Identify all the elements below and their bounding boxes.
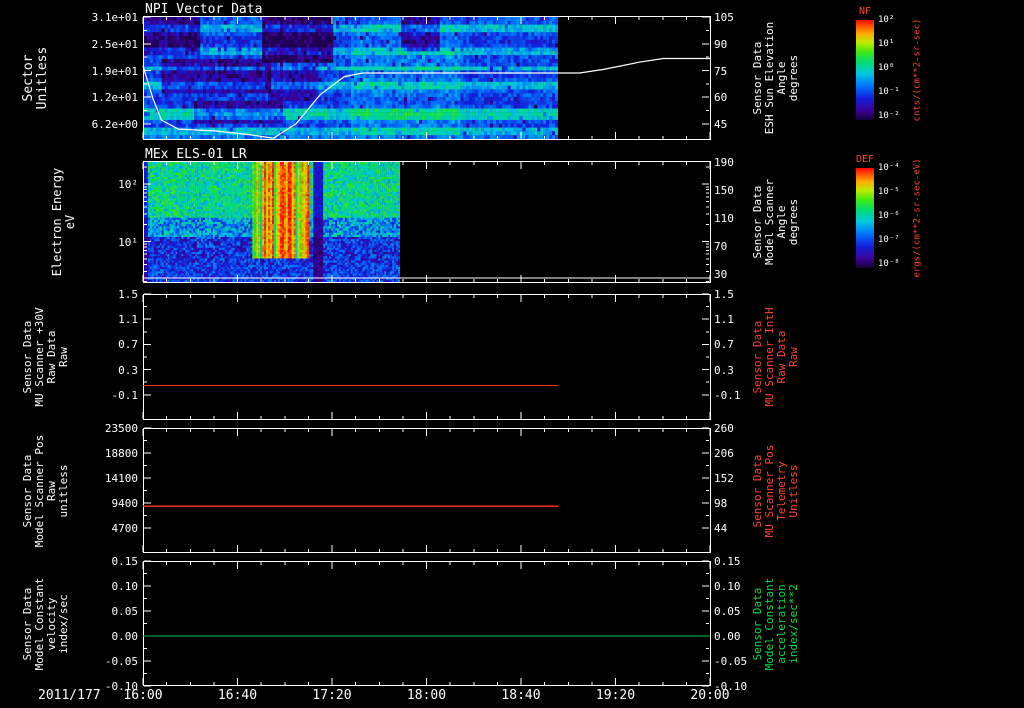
y-tick-label-right: 90 bbox=[714, 37, 728, 51]
y-tick-label-left: 2.5e+01 bbox=[91, 37, 138, 51]
y-tick-label-right: 98 bbox=[714, 497, 728, 510]
nf-colorbar-unit-label: cnts/(cm**2-sr-sec) bbox=[912, 18, 923, 122]
y-tick-label-right: 150 bbox=[714, 184, 734, 198]
y-tick-label-left: 1.5 bbox=[118, 288, 138, 301]
y-tick-label-right: 206 bbox=[714, 447, 734, 460]
y-tick-label-right: 190 bbox=[714, 156, 734, 170]
y-tick-label-left: -0.1 bbox=[111, 388, 139, 402]
y-tick-label-right: 1.1 bbox=[714, 313, 734, 327]
y-tick-label-right: 152 bbox=[714, 472, 734, 485]
y-tick-label-right: 0.15 bbox=[714, 555, 741, 568]
y-tick-label-left: 0.10 bbox=[111, 580, 139, 593]
y-tick-label-left: 6.2e+00 bbox=[91, 117, 138, 131]
y-tick-label-right: 75 bbox=[714, 64, 728, 78]
y-tick-label-right: 30 bbox=[714, 268, 728, 282]
y-tick-label-right: 0.3 bbox=[714, 363, 734, 377]
def-colorbar-label: DEF bbox=[855, 154, 875, 165]
y-tick-label-right: 260 bbox=[714, 422, 734, 435]
y-tick-label-left: -0.10 bbox=[104, 680, 138, 693]
right-axis-label: Sensor Data MU Scanner Pos Telemetry Uni… bbox=[751, 444, 800, 537]
y-tick-label-right: 0.10 bbox=[714, 580, 741, 593]
y-tick-label-right: 60 bbox=[714, 91, 728, 105]
y-tick-label-right: -0.05 bbox=[714, 655, 748, 668]
y-tick-label-left: 0.3 bbox=[118, 363, 138, 377]
panel-scanner-pos bbox=[143, 428, 711, 553]
y-tick-label-right: 45 bbox=[714, 117, 728, 131]
right-axis-label: Sensor Data ESH Sun Elevation Angle degr… bbox=[751, 21, 800, 135]
colorbar-tick-label: 10⁻⁴ bbox=[878, 163, 900, 173]
right-axis-label: Sensor Data Model Constant acceleration … bbox=[751, 577, 800, 670]
nf-colorbar-canvas bbox=[856, 20, 874, 120]
colorbar-tick-label: 10⁻² bbox=[878, 111, 900, 121]
left-axis-label: Sensor Data Model Scanner Pos Raw unitle… bbox=[21, 434, 70, 547]
y-tick-label-left: -0.05 bbox=[104, 655, 138, 668]
y-tick-label-right: 110 bbox=[714, 212, 734, 226]
left-axis-label: Sensor Data MU Scanner +30V Raw Data Raw bbox=[21, 307, 70, 407]
y-tick-label-left: 23500 bbox=[104, 422, 138, 435]
panel-title-npi: NPI Vector Data bbox=[145, 2, 263, 17]
y-tick-label-right: 70 bbox=[714, 240, 728, 254]
y-tick-label-left: 0.15 bbox=[111, 555, 139, 568]
y-tick-label-left: 18800 bbox=[104, 447, 138, 460]
y-tick-label-left: 10² bbox=[118, 178, 138, 192]
y-tick-label-right: -0.1 bbox=[714, 388, 741, 402]
x-tick-label: 20:00 bbox=[690, 688, 730, 703]
left-axis-label: Sensor Data Model Constant velocity inde… bbox=[21, 577, 70, 670]
def-colorbar-unit-label: ergs/(cm**2-sr-sec-eV) bbox=[912, 158, 923, 278]
nf-colorbar-label: NF bbox=[858, 6, 872, 17]
y-tick-label-left: 0.05 bbox=[111, 605, 139, 618]
colorbar-tick-label: 10² bbox=[878, 15, 895, 25]
y-tick-label-left: 1.2e+01 bbox=[91, 91, 138, 105]
colorbar-tick-label: 10⁻⁵ bbox=[878, 187, 900, 197]
y-tick-label-left: 1.9e+01 bbox=[91, 64, 138, 78]
y-tick-label-right: 0.00 bbox=[714, 630, 741, 643]
y-tick-label-left: 1.1 bbox=[118, 313, 138, 327]
els-spectrogram-canvas bbox=[144, 162, 400, 282]
colorbar-tick-label: 10⁰ bbox=[878, 63, 895, 73]
colorbar-tick-label: 10⁻⁶ bbox=[878, 211, 900, 221]
y-tick-label-left: 4700 bbox=[111, 522, 139, 535]
y-tick-label-right: 105 bbox=[714, 11, 734, 25]
x-tick-label: 18:40 bbox=[501, 688, 541, 703]
y-tick-label-right: 0.05 bbox=[714, 605, 741, 618]
colorbar-tick-label: 10¹ bbox=[878, 39, 895, 49]
y-tick-label-left: 10¹ bbox=[118, 235, 138, 249]
y-tick-label-left: 14100 bbox=[104, 472, 138, 485]
panel-title-els: MEx ELS-01 LR bbox=[145, 147, 247, 162]
npi-spectrogram-canvas bbox=[144, 17, 558, 139]
left-axis-label: Sector Unitless bbox=[21, 46, 50, 110]
x-tick-label: 16:40 bbox=[217, 688, 258, 703]
right-axis-label: Sensor Data Model Scanner Angle degrees bbox=[751, 178, 800, 266]
left-axis-label: Electron Energy eV bbox=[50, 167, 77, 277]
x-axis-date-label: 2011/177 bbox=[38, 688, 101, 703]
x-tick-label: 19:20 bbox=[595, 688, 636, 703]
right-axis-label: Sensor Data MU Scanner IntH Raw Data Raw bbox=[751, 307, 800, 407]
colorbar-tick-label: 10⁻¹ bbox=[878, 87, 900, 97]
panel-model-constant bbox=[143, 561, 711, 686]
colorbar-tick-label: 10⁻⁷ bbox=[878, 235, 900, 245]
y-tick-label-right: 1.5 bbox=[714, 288, 734, 301]
y-tick-label-right: 0.7 bbox=[714, 338, 734, 352]
colorbar-tick-label: 10⁻⁸ bbox=[878, 259, 900, 269]
panel-mu-scanner-raw bbox=[143, 294, 711, 420]
y-tick-label-left: 3.1e+01 bbox=[91, 11, 138, 25]
def-colorbar-canvas bbox=[856, 168, 874, 268]
y-tick-label-right: 44 bbox=[714, 522, 728, 535]
x-tick-label: 17:20 bbox=[312, 688, 352, 703]
y-tick-label-left: 9400 bbox=[111, 497, 139, 510]
x-tick-label: 18:00 bbox=[406, 688, 447, 703]
y-tick-label-right: -0.10 bbox=[714, 680, 748, 693]
y-tick-label-left: 0.00 bbox=[111, 630, 139, 643]
y-tick-label-left: 0.7 bbox=[118, 338, 138, 352]
x-tick-label: 16:00 bbox=[123, 688, 163, 703]
